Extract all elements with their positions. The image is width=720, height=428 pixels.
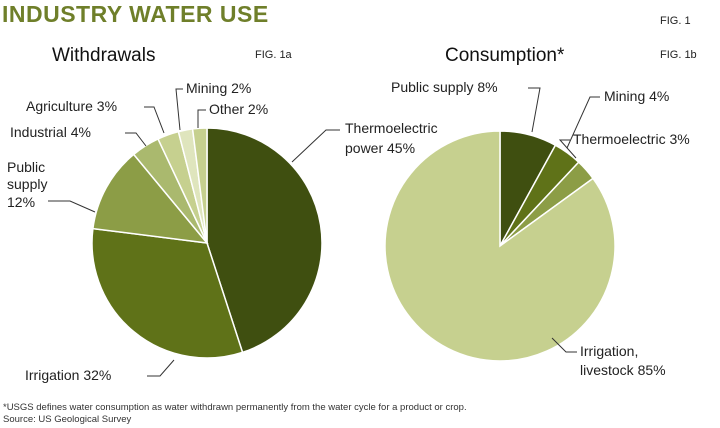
main-title: INDUSTRY WATER USE — [2, 1, 269, 27]
leader-mining — [175, 88, 183, 131]
withdrawals-slice-public-supply — [92, 153, 209, 244]
leader-irrigation-livestock — [551, 337, 577, 353]
label-public-supply-line1: Public — [7, 159, 45, 175]
withdrawals-title: Withdrawals — [52, 45, 155, 66]
leader-agriculture — [144, 106, 165, 134]
label-irrigation-livestock-line2: livestock 85% — [580, 362, 666, 378]
label-public-supply-line2: supply — [7, 176, 47, 192]
consumption-labels: Public supply 8% Mining 4% Thermoelectri… — [391, 79, 690, 378]
leader-thermoelectric-consumption — [558, 139, 577, 159]
leader-industrial — [125, 132, 147, 147]
consumption-figure-label: FIG. 1b — [660, 49, 697, 61]
label-thermoelectric-consumption: Thermoelectric 3% — [573, 131, 690, 147]
label-thermoelectric-line2: power 45% — [345, 140, 415, 156]
label-industrial: Industrial 4% — [10, 124, 91, 140]
withdrawals-slice-irrigation — [91, 227, 244, 359]
consumption-title: Consumption* — [445, 45, 565, 66]
withdrawals-labels: Thermoelectric power 45% Irrigation 32% … — [7, 80, 438, 383]
source-note: Source: US Geological Survey — [3, 414, 132, 425]
label-other: Other 2% — [209, 101, 268, 117]
label-thermoelectric-line1: Thermoelectric — [345, 120, 438, 136]
figure-label: FIG. 1 — [660, 15, 691, 27]
leader-mining-consumption — [566, 96, 600, 149]
withdrawals-figure-label: FIG. 1a — [255, 49, 293, 61]
label-mining-consumption: Mining 4% — [604, 88, 669, 104]
consumption-pie — [384, 130, 616, 362]
footnote: *USGS defines water consumption as water… — [3, 402, 467, 413]
withdrawals-slice-thermoelectric-power — [206, 127, 323, 354]
label-agriculture: Agriculture 3% — [26, 98, 117, 114]
label-irrigation-livestock-line1: Irrigation, — [580, 343, 638, 359]
withdrawals-slice-other — [191, 127, 208, 244]
label-public-supply-line3: 12% — [7, 194, 35, 210]
label-irrigation: Irrigation 32% — [25, 367, 111, 383]
leader-irrigation — [147, 359, 175, 377]
withdrawals-pie — [91, 127, 323, 359]
consumption-slice-irrigation-livestock — [384, 130, 616, 362]
leader-thermoelectric — [291, 129, 340, 163]
leader-public-supply-consumption — [528, 87, 541, 133]
label-public-supply-consumption: Public supply 8% — [391, 79, 498, 95]
leader-other — [197, 109, 206, 128]
label-mining: Mining 2% — [186, 80, 251, 96]
leader-public-supply — [48, 200, 96, 213]
